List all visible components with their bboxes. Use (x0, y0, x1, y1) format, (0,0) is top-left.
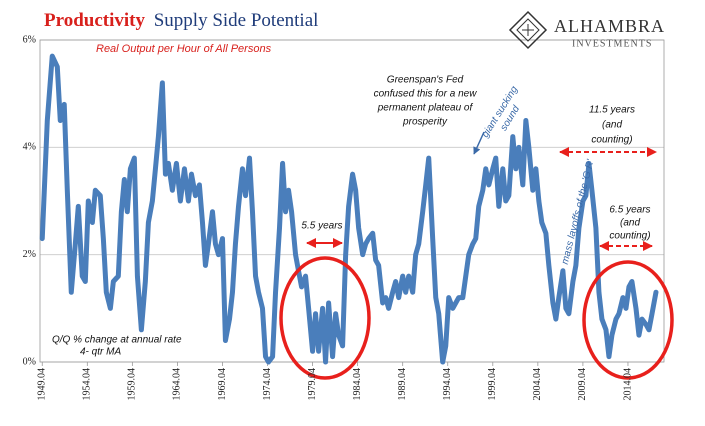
x-tick-label: 2004.04 (532, 368, 543, 401)
note: Q/Q % change at annual rate (52, 335, 182, 346)
annotation: 6.5 years (and counting) (609, 205, 650, 242)
series-line (39, 53, 659, 365)
subtitle: Real Output per Hour of All Persons (96, 43, 272, 55)
logo-sub: INVESTMENTS (572, 38, 652, 49)
x-tick-label: 1999.04 (487, 368, 498, 401)
annotation-text: 5.5 years (301, 221, 342, 232)
x-tick-label: 1969.04 (217, 368, 228, 401)
y-tick-label: 6% (23, 34, 36, 45)
x-tick-label: 1964.04 (172, 368, 183, 401)
note: 4- qtr MA (80, 347, 121, 358)
logo-icon (516, 18, 540, 42)
title: Productivity Supply Side Potential (44, 10, 318, 31)
x-tick-label: 2014.04 (622, 368, 633, 401)
annotation: 11.5 years (and counting) (589, 105, 635, 146)
y-tick-label: 0% (23, 356, 36, 367)
annotation-text: counting) (609, 231, 650, 242)
plot (39, 53, 659, 365)
title-highlight: Productivity (44, 10, 145, 31)
x-tick-label: 1989.04 (397, 368, 408, 401)
plot-frame (39, 39, 665, 363)
x-tick-label: 2009.04 (577, 368, 588, 401)
annotation-text: permanent plateau of (377, 103, 474, 114)
annotation-text: (and (620, 218, 640, 229)
annotation-text: 11.5 years (589, 105, 635, 116)
logo-icon (508, 10, 548, 50)
highlight-circle (279, 256, 371, 380)
x-tick-label: 1994.04 (442, 368, 453, 401)
y-tick-label: 4% (23, 142, 36, 153)
logo: ALHAMBRA INVESTMENTS (508, 10, 665, 50)
annotation-text: prosperity (402, 117, 448, 128)
x-tick-label: 1959.04 (127, 368, 138, 401)
highlight-circle (582, 260, 674, 380)
x-tick-label: 1954.04 (82, 368, 93, 401)
x-tick-label: 1979.04 (307, 368, 318, 401)
annotation-text: 6.5 years (609, 205, 650, 216)
title-rest: Supply Side Potential (154, 10, 319, 31)
annotation-text: (and (602, 120, 622, 131)
annotation: Greenspan's Fed confused this for a new pe… (374, 75, 478, 128)
pointer-arrow (473, 131, 485, 155)
x-tick-label: 1949.04 (37, 368, 48, 401)
logo-name: ALHAMBRA (554, 16, 665, 36)
annotation: 5.5 years (301, 221, 342, 232)
x-tick-label: 1974.04 (262, 368, 273, 401)
logo-icon (522, 24, 534, 36)
y-tick-label: 2% (23, 249, 36, 260)
annotation-text: counting) (591, 135, 632, 146)
x-tick-label: 1984.04 (352, 368, 363, 401)
annotation-text: confused this for a new (374, 89, 478, 100)
annotation-text: Greenspan's Fed (387, 75, 464, 86)
